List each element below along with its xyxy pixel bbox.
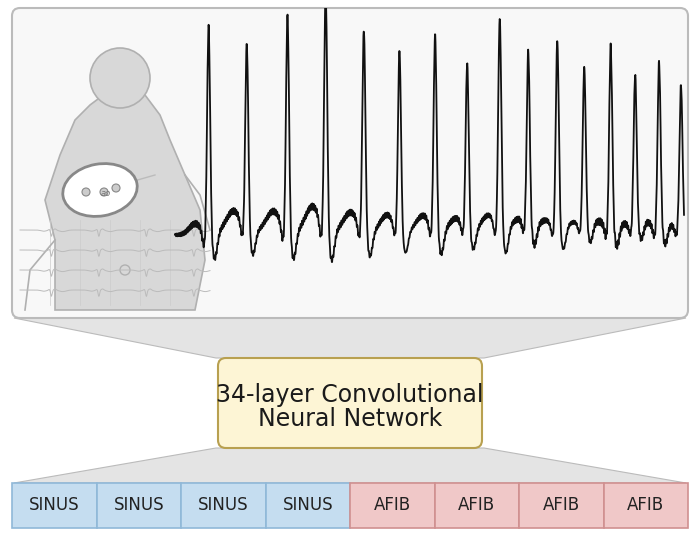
Polygon shape (14, 448, 686, 483)
FancyBboxPatch shape (603, 483, 688, 528)
FancyBboxPatch shape (435, 483, 519, 528)
FancyBboxPatch shape (12, 483, 97, 528)
Polygon shape (45, 88, 205, 310)
Ellipse shape (63, 164, 137, 217)
Text: AFIB: AFIB (542, 496, 580, 515)
Text: AFIB: AFIB (627, 496, 664, 515)
FancyBboxPatch shape (97, 483, 181, 528)
FancyBboxPatch shape (519, 483, 603, 528)
Circle shape (82, 188, 90, 196)
Text: SINUS: SINUS (113, 496, 164, 515)
FancyBboxPatch shape (12, 8, 688, 318)
FancyBboxPatch shape (265, 483, 350, 528)
Text: 34-layer Convolutional: 34-layer Convolutional (216, 383, 484, 407)
Circle shape (100, 188, 108, 196)
Circle shape (112, 184, 120, 192)
Text: AFIB: AFIB (374, 496, 411, 515)
Text: SINUS: SINUS (198, 496, 248, 515)
Text: Neural Network: Neural Network (258, 407, 442, 431)
FancyBboxPatch shape (218, 358, 482, 448)
FancyBboxPatch shape (350, 483, 435, 528)
Text: SINUS: SINUS (29, 496, 80, 515)
Polygon shape (14, 318, 686, 358)
Text: AFIB: AFIB (458, 496, 496, 515)
Circle shape (90, 48, 150, 108)
Text: ao: ao (101, 188, 111, 197)
FancyBboxPatch shape (181, 483, 265, 528)
Text: SINUS: SINUS (282, 496, 333, 515)
